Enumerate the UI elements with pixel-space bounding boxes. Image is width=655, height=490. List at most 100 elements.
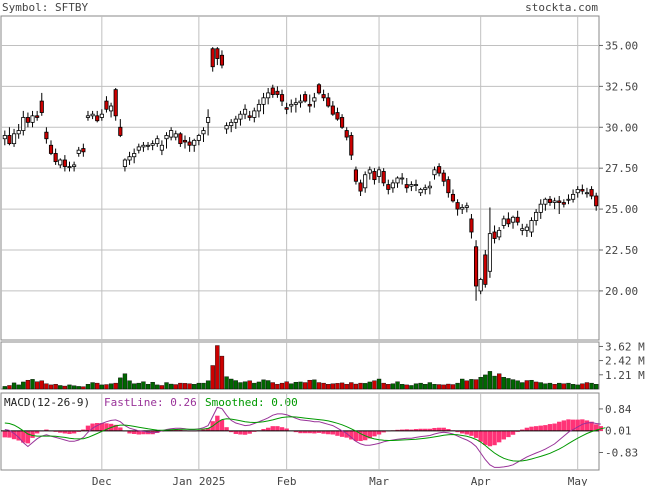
volume-bar: [261, 379, 266, 390]
volume-bar: [44, 383, 49, 390]
volume-bar: [224, 376, 229, 390]
candle-body: [173, 133, 178, 138]
macd-histogram-bar: [589, 421, 594, 431]
volume-bar: [483, 374, 488, 390]
candle-body: [224, 125, 229, 130]
volume-bar: [155, 384, 160, 390]
macd-histogram-bar: [418, 428, 423, 431]
candle: [437, 163, 442, 177]
candle-body: [150, 143, 155, 146]
candle: [178, 132, 183, 147]
candle: [141, 142, 146, 152]
candle-body: [524, 226, 529, 231]
macd-histogram-bar: [265, 427, 271, 431]
candle-body: [483, 254, 488, 285]
x-tick-label: Feb: [277, 475, 297, 486]
volume-bar: [67, 384, 72, 390]
volume-bar: [575, 384, 580, 390]
macd-histogram-bar: [298, 430, 303, 434]
candle-body: [85, 115, 91, 118]
volume-bar: [302, 382, 308, 390]
macd-histogram-bar: [557, 421, 562, 431]
candle: [584, 187, 590, 198]
candle-body: [580, 189, 585, 192]
macd-histogram-bar: [584, 420, 590, 431]
candle: [363, 171, 368, 193]
macd-histogram-bar: [2, 430, 8, 438]
volume-bar: [349, 382, 354, 390]
candle: [72, 161, 77, 172]
candle: [580, 184, 585, 195]
candle: [547, 196, 553, 206]
volume-bar: [127, 380, 132, 390]
price-tick-label: 27.50: [605, 162, 638, 175]
candle: [118, 119, 123, 138]
candle-body: [132, 153, 137, 158]
volume-bar: [233, 380, 238, 390]
macd-histogram-bar: [201, 429, 206, 431]
candle: [164, 132, 169, 149]
macd-tick-label: 0.01: [605, 425, 632, 438]
candle-body: [432, 169, 437, 176]
candle: [206, 109, 211, 136]
volume-bar: [242, 381, 248, 390]
candle-body: [164, 135, 169, 140]
candle-body: [16, 130, 21, 135]
macd-histogram-bar: [580, 419, 585, 431]
volume-bar: [34, 381, 40, 390]
candle-body: [474, 246, 479, 287]
candle-body: [427, 185, 432, 189]
price-frame: [0, 15, 600, 341]
candle: [95, 110, 100, 123]
candle: [44, 127, 49, 144]
volume-bar: [372, 380, 377, 390]
volume-bar: [196, 382, 202, 390]
macd-histogram-bar: [520, 429, 525, 431]
candle-body: [159, 144, 164, 151]
volume-bar: [90, 382, 95, 390]
candle-body: [182, 139, 188, 143]
candle-body: [44, 131, 49, 140]
macd-histogram-bar: [432, 427, 437, 431]
candle-body: [76, 149, 81, 154]
candle: [233, 115, 238, 129]
candle-body: [492, 231, 497, 239]
candle: [25, 112, 30, 128]
candle: [76, 146, 81, 157]
candle: [497, 227, 502, 241]
candle-body: [2, 135, 7, 140]
macd-histogram-bar: [547, 424, 553, 431]
candle-body: [413, 184, 419, 186]
volume-bar: [455, 382, 460, 390]
macd-histogram-bar: [99, 423, 105, 431]
candle: [85, 110, 91, 121]
volume-bar: [275, 384, 280, 390]
macd-histogram-bar: [478, 430, 483, 442]
candle: [432, 166, 437, 180]
volume-bar: [515, 380, 520, 390]
macd-histogram-bar: [11, 430, 17, 440]
candle-body: [192, 139, 197, 146]
macd-histogram-bar: [506, 430, 511, 438]
candle: [196, 133, 201, 146]
symbol-label: Symbol: SFTBY: [2, 1, 88, 14]
candle: [58, 158, 63, 169]
candle: [520, 223, 525, 236]
volume-bar: [187, 383, 192, 390]
volume-bar: [247, 380, 252, 390]
macd-histogram-bar: [427, 428, 433, 431]
candle: [192, 138, 197, 152]
macd-histogram-bar: [404, 429, 409, 431]
candle: [127, 151, 132, 165]
volume-bar: [141, 381, 146, 390]
volume-bar: [122, 373, 128, 390]
macd-histogram-bar: [127, 430, 132, 434]
macd-histogram-bar: [247, 430, 252, 434]
macd-histogram-bar: [67, 430, 72, 434]
candle: [450, 189, 456, 203]
volume-bar: [418, 382, 423, 390]
candle-body: [469, 218, 474, 233]
candle-body: [215, 48, 220, 59]
volume-bar: [25, 379, 31, 390]
